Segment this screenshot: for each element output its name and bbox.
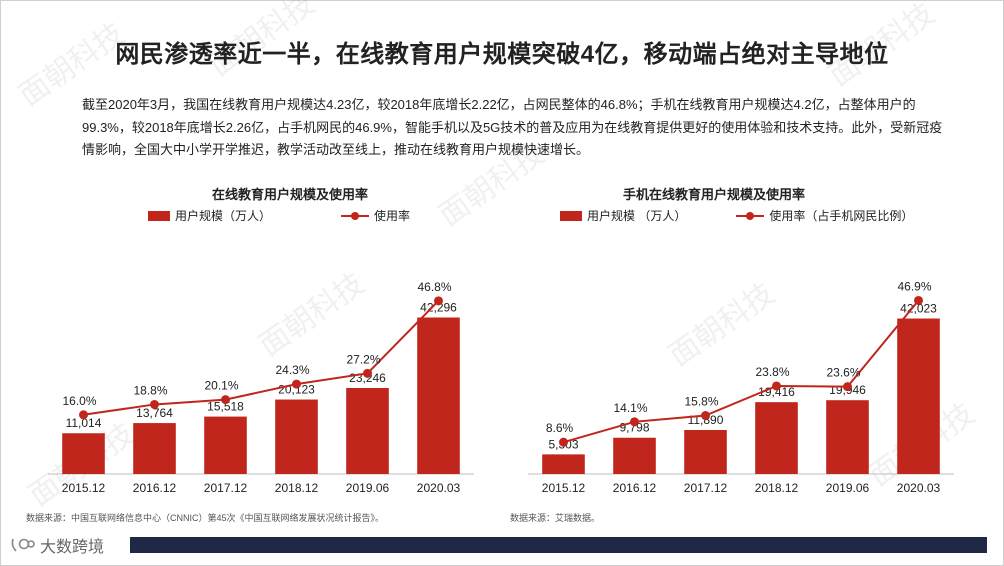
chart2-line-label: 15.8% <box>684 395 718 409</box>
chart1-tick-label: 2015.12 <box>62 481 106 495</box>
chart2-svg: 5,3032015.129,7982016.1211,8902017.1219,… <box>528 279 954 495</box>
chart2-bar <box>613 437 656 474</box>
chart1-title: 在线教育用户规模及使用率 <box>211 187 368 202</box>
footer-logo-text: 大数跨境 <box>40 539 105 556</box>
chart2-tick-label: 2019.06 <box>826 481 870 495</box>
chart1-line-label: 16.0% <box>62 394 96 408</box>
chart2-line-point <box>559 437 568 447</box>
chart1-legend-bar-label: 用户规模（万人） <box>175 209 272 223</box>
chart2-line-label: 23.6% <box>826 366 860 380</box>
page-title: 网民渗透率近一半，在线教育用户规模突破4亿，移动端占绝对主导地位 <box>115 41 889 68</box>
chart2-bar <box>684 430 727 474</box>
chart1-bar <box>275 399 318 474</box>
chart1-svg: 11,014 2015.12 13,764 2016.12 15,518 2017.12 2… <box>48 280 474 495</box>
chart1-line-point <box>221 395 230 405</box>
chart2-tick-label: 2020.03 <box>897 481 941 495</box>
logo-icon <box>11 538 35 552</box>
chart1-line-label: 24.3% <box>275 363 309 377</box>
chart1-legend: 用户规模（万人） 使用率 <box>148 207 410 224</box>
chart2-line-point <box>701 411 710 421</box>
chart2-legend-bar-label: 用户规模 （万人） <box>587 209 687 223</box>
chart2-bar <box>897 318 940 474</box>
chart1-bar-label: 13,764 <box>136 406 173 420</box>
chart1-line-point <box>292 379 301 389</box>
chart2-line-point <box>843 382 852 392</box>
chart2-usage-line <box>563 299 920 444</box>
chart2-legend: 用户规模 （万人） 使用率（占手机网民比例） <box>560 207 913 224</box>
chart2-tick-label: 2018.12 <box>755 481 799 495</box>
chart2-line-point <box>630 417 639 427</box>
chart1-line-label: 46.8% <box>417 280 451 294</box>
chart2-bar <box>542 454 585 474</box>
chart2-bar <box>755 402 798 474</box>
chart1-line-point <box>150 399 159 409</box>
chart1-usage-line <box>83 300 440 416</box>
chart1-line-label: 18.8% <box>133 383 167 397</box>
chart2-line-point <box>914 295 923 305</box>
chart2-legend-bar-swatch <box>560 210 582 221</box>
chart1-line-point <box>363 368 372 378</box>
chart2-source: 数据来源：艾瑞数据。 <box>510 513 601 523</box>
chart1-bar <box>417 317 460 474</box>
chart1-tick-label: 2018.12 <box>275 481 319 495</box>
chart2-title: 手机在线教育用户规模及使用率 <box>622 187 805 202</box>
chart1-line-label: 20.1% <box>204 379 238 393</box>
chart1-tick-label: 2020.03 <box>417 481 461 495</box>
chart2-tick-label: 2015.12 <box>542 481 586 495</box>
chart1-tick-label: 2016.12 <box>133 481 177 495</box>
chart1-line-label: 27.2% <box>346 352 380 366</box>
chart1-bar <box>346 387 389 474</box>
chart2-bar <box>826 400 869 474</box>
chart2-tick-label: 2017.12 <box>684 481 728 495</box>
chart1-bar <box>62 433 105 474</box>
chart2-line-label: 14.1% <box>613 401 647 415</box>
chart1-line-point <box>434 296 443 306</box>
chart1-tick-label: 2019.06 <box>346 481 390 495</box>
footer-logo: 大数跨境 <box>10 533 104 557</box>
chart2-tick-label: 2016.12 <box>613 481 657 495</box>
footer-bar <box>130 537 987 553</box>
chart2-legend-line-swatch <box>736 211 765 221</box>
chart2-line-label: 8.6% <box>546 421 574 435</box>
chart1-bar-label: 11,014 <box>66 416 102 430</box>
chart1-line-point <box>79 410 88 420</box>
chart1-bar-label: 15,518 <box>207 400 244 414</box>
chart1-legend-line-label: 使用率 <box>374 209 411 223</box>
chart2-line-point <box>772 381 781 391</box>
chart2-line-label: 46.9% <box>897 279 931 293</box>
chart2-line-label: 23.8% <box>755 365 789 379</box>
chart1-source: 数据来源：中国互联网络信息中心（CNNIC）第45次《中国互联网络发展状况统计报… <box>26 513 385 523</box>
chart1-tick-label: 2017.12 <box>204 481 248 495</box>
chart2-legend-line-label: 使用率（占手机网民比例） <box>769 209 914 223</box>
chart1-legend-bar-swatch <box>148 210 170 221</box>
chart1-legend-line-swatch <box>341 211 370 221</box>
chart1-bar <box>133 423 176 474</box>
chart1-bar <box>204 416 247 474</box>
intro-paragraph: 截至2020年3月，我国在线教育用户规模达4.23亿，较2018年底增长2.22… <box>82 97 943 157</box>
